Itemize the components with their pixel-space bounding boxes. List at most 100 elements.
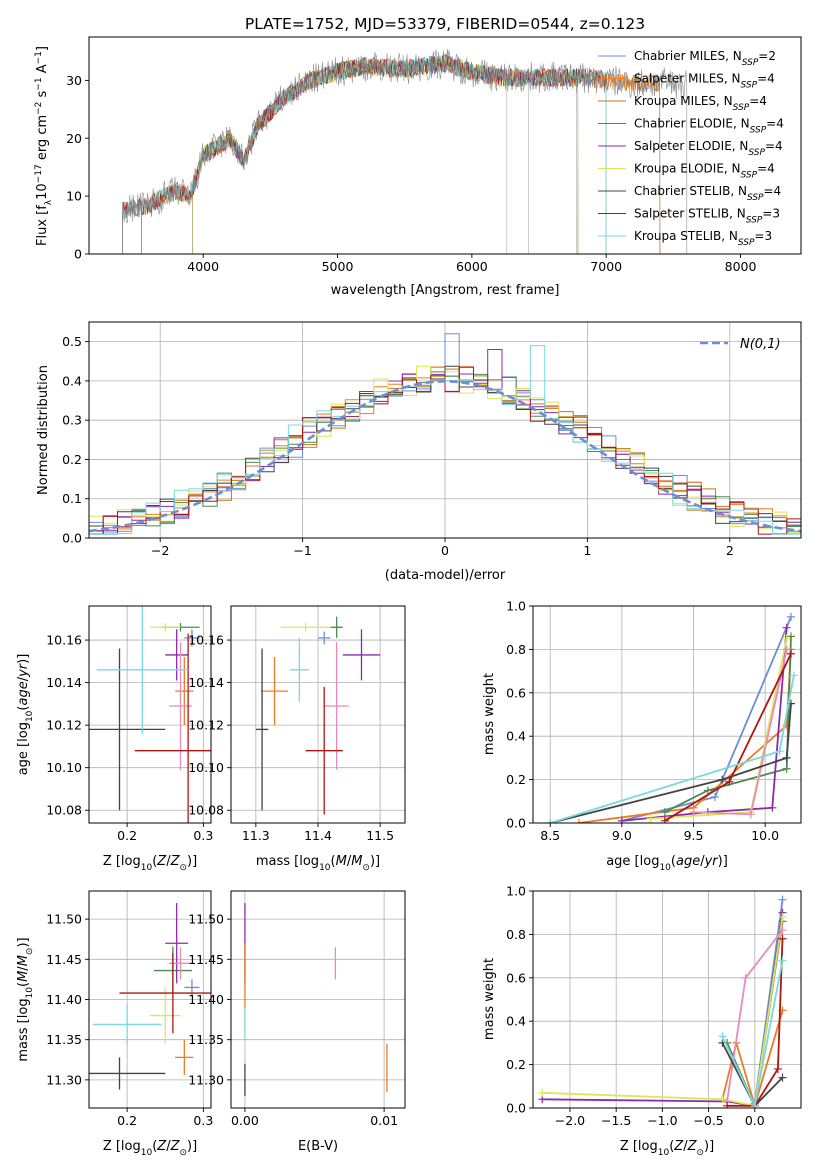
weight-marker bbox=[711, 792, 720, 801]
x-tick-label: −1.5 bbox=[601, 1113, 631, 1128]
y-tick-label: 0.8 bbox=[506, 927, 526, 942]
weight-marker bbox=[778, 956, 787, 965]
y-tick-label: 0.0 bbox=[506, 1101, 526, 1116]
weight-marker bbox=[782, 753, 791, 762]
histogram-series bbox=[89, 365, 801, 535]
legend-label: Kroupa STELIB, NSSP=3 bbox=[634, 229, 772, 248]
y-tick-label: 10.08 bbox=[46, 803, 82, 818]
axes-mass_vs_Z: 0.2 0.3 11.30 11.35 11.40 11.45 11.50 Z [log10(… bbox=[16, 890, 213, 1158]
x-tick-label: −0.5 bbox=[693, 1113, 723, 1128]
y-axis-label: age [log10(age/yr)] bbox=[16, 654, 35, 776]
x-tick-label: 11.4 bbox=[304, 828, 332, 843]
x-tick-label: 6000 bbox=[456, 259, 488, 274]
x-tick-label: 1 bbox=[583, 543, 591, 558]
y-tick-label: 0.2 bbox=[62, 452, 82, 467]
y-axis-label: mass [log10(M/M⊙)] bbox=[16, 937, 35, 1061]
weight-marker bbox=[778, 895, 787, 904]
x-axis-label: age [log10(age/yr)] bbox=[606, 854, 728, 873]
legend-label: Kroupa ELODIE, NSSP=4 bbox=[634, 162, 775, 181]
x-axis-label: Z [log10(Z/Z⊙)] bbox=[103, 1139, 197, 1158]
legend-label: Chabrier ELODIE, NSSP=4 bbox=[634, 117, 784, 136]
y-tick-label: 0.1 bbox=[62, 491, 82, 506]
weight-marker bbox=[574, 819, 583, 823]
spectrum-line bbox=[141, 54, 661, 254]
y-tick-label: 0.4 bbox=[506, 1014, 526, 1029]
y-tick-label: 10.10 bbox=[46, 760, 82, 775]
y-tick-label: 20 bbox=[66, 131, 82, 146]
x-tick-label: 0.00 bbox=[231, 1113, 259, 1128]
x-tick-label: −2.0 bbox=[555, 1113, 585, 1128]
y-tick-label: 0.4 bbox=[62, 373, 82, 388]
histogram-series bbox=[89, 345, 801, 535]
x-tick-label: 11.5 bbox=[366, 828, 394, 843]
spectrum-line bbox=[122, 55, 607, 254]
weight-marker bbox=[782, 764, 791, 773]
legend-label: Salpeter STELIB, NSSP=3 bbox=[634, 207, 780, 226]
weight-line bbox=[621, 627, 788, 822]
y-tick-label: 0.0 bbox=[62, 531, 82, 546]
y-tick-label: 10.16 bbox=[46, 633, 82, 648]
plot-area-age_vs_mass bbox=[255, 616, 381, 815]
x-tick-label: 7000 bbox=[590, 259, 622, 274]
weight-marker bbox=[538, 1088, 547, 1097]
y-tick-label: 10.12 bbox=[46, 718, 82, 733]
y-tick-label: 10.16 bbox=[188, 633, 224, 648]
x-tick-label: 9.0 bbox=[612, 828, 632, 843]
weight-marker bbox=[646, 814, 655, 823]
plot-area-spectrum bbox=[122, 48, 688, 254]
plot-area-mass_vs_EBV bbox=[244, 903, 388, 1096]
y-tick-label: 11.30 bbox=[188, 1072, 224, 1087]
y-tick-label: 11.45 bbox=[46, 952, 82, 967]
plot-area-age_vs_Z bbox=[89, 606, 211, 823]
axes-frame bbox=[532, 890, 802, 1109]
gridlines-mass_vs_EBV bbox=[231, 891, 405, 1108]
axes-spectrum: 4000 5000 6000 7000 8000 0 10 20 30 Chabrier MILE… bbox=[34, 36, 802, 298]
x-tick-label: 2 bbox=[726, 543, 734, 558]
weight-marker bbox=[782, 634, 791, 643]
y-tick-label: 11.50 bbox=[188, 912, 224, 927]
weight-marker bbox=[786, 612, 795, 621]
weight-marker bbox=[782, 645, 791, 654]
x-tick-label: 11.3 bbox=[242, 828, 270, 843]
weight-line bbox=[721, 1010, 784, 1108]
figure-title: PLATE=1752, MJD=53379, FIBERID=0544, z=0… bbox=[245, 15, 645, 33]
weight-marker bbox=[789, 671, 798, 680]
y-tick-label: 0.6 bbox=[506, 970, 526, 985]
weight-marker bbox=[718, 775, 727, 784]
normal-curve bbox=[89, 379, 801, 533]
y-tick-label: 0 bbox=[74, 247, 82, 262]
x-tick-label: 4000 bbox=[187, 259, 219, 274]
plot-area-weight_vs_Z bbox=[538, 895, 787, 1108]
y-tick-label: 10 bbox=[66, 189, 82, 204]
y-tick-label: 11.35 bbox=[46, 1032, 82, 1047]
weight-marker bbox=[778, 934, 787, 943]
y-tick-label: 0.8 bbox=[506, 642, 526, 657]
plot-area-weight_vs_age bbox=[546, 612, 798, 823]
gridlines-age_vs_Z bbox=[89, 606, 211, 823]
axes-mass_vs_EBV: 0.00 0.01 11.30 11.35 11.40 11.45 11.50 E(B-V) bbox=[188, 890, 406, 1154]
y-tick-label: 0.5 bbox=[62, 334, 82, 349]
x-tick-label: 0.3 bbox=[193, 828, 213, 843]
weight-marker bbox=[718, 1032, 727, 1041]
plot-area-residuals bbox=[89, 333, 801, 535]
axes-frame bbox=[532, 605, 802, 824]
x-axis-label: (data-model)/error bbox=[385, 568, 506, 583]
gridlines-mass_vs_Z bbox=[89, 891, 211, 1108]
weight-marker bbox=[778, 913, 787, 922]
weight-marker bbox=[750, 1101, 759, 1108]
axes-weight_vs_Z: −2.0 −1.5 −1.0 −0.5 0.0 0.0 0.2 0.4 0.6 0.8 1.0 Z [… bbox=[482, 884, 802, 1158]
x-tick-label: −2 bbox=[151, 543, 169, 558]
weight-marker bbox=[778, 1073, 787, 1082]
axes-frame bbox=[88, 36, 802, 255]
weight-marker bbox=[725, 777, 734, 786]
y-axis-label: Flux [fλ10−17 erg cm−2 s−1 A−1] bbox=[34, 46, 54, 246]
y-axis-label: mass weight bbox=[482, 958, 497, 1040]
axes-age_vs_mass: 11.3 11.4 11.5 10.08 10.10 10.12 10.14 10.16 mas… bbox=[188, 605, 406, 873]
axes-frame bbox=[88, 605, 212, 824]
x-tick-label: 0.01 bbox=[370, 1113, 398, 1128]
histogram-series bbox=[89, 333, 801, 533]
x-tick-label: −1.0 bbox=[647, 1113, 677, 1128]
y-axis-label: Normed distribution bbox=[36, 365, 51, 495]
y-tick-label: 11.35 bbox=[188, 1032, 224, 1047]
